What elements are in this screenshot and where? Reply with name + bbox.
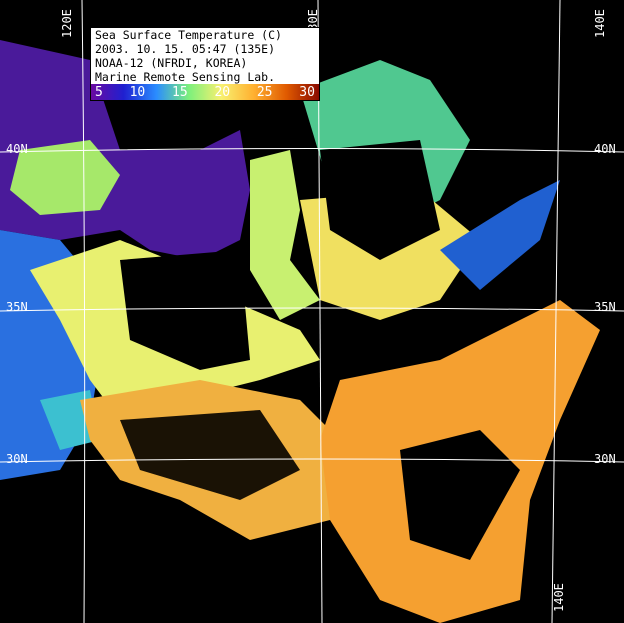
cloud-yellow-sea <box>120 250 250 370</box>
sea-region-korea-west <box>250 150 320 320</box>
lat-label-40n-left: 40N <box>6 142 28 156</box>
lat-label-40n-right: 40N <box>594 142 616 156</box>
legend-satellite: NOAA-12 (NFRDI, KOREA) <box>95 56 248 70</box>
lon-label-140e-bottom: 140E <box>552 583 566 612</box>
legend-lab: Marine Remote Sensing Lab. <box>95 70 276 84</box>
parallel-30n <box>0 458 624 463</box>
sea-region-japan-blue <box>440 180 560 290</box>
cloud-east-china-sea <box>120 410 300 500</box>
cloud-pacific <box>400 430 520 560</box>
legend-title: Sea Surface Temperature (C) <box>95 28 282 42</box>
lat-label-35n-left: 35N <box>6 300 28 314</box>
lon-label-140e-top: 140E <box>593 9 607 38</box>
lon-label-120e-top: 120E <box>60 9 74 38</box>
scale-tick: 10 <box>129 84 146 100</box>
scale-tick: 25 <box>256 84 273 100</box>
color-scale-bar: 5 10 15 20 25 30 <box>91 84 319 100</box>
meridian-130e <box>317 0 323 623</box>
cloud-east-sea <box>320 140 440 260</box>
sea-region-bohai-bay <box>10 140 120 215</box>
legend: Sea Surface Temperature (C) 2003. 10. 15… <box>90 27 320 101</box>
lat-label-30n-right: 30N <box>594 452 616 466</box>
scale-tick: 20 <box>214 84 231 100</box>
meridian-140e <box>551 0 561 623</box>
lat-label-30n-left: 30N <box>6 452 28 466</box>
meridian-120e <box>81 0 86 623</box>
lat-label-35n-right: 35N <box>594 300 616 314</box>
legend-datetime: 2003. 10. 15. 05:47 (135E) <box>95 42 276 56</box>
parallel-40n <box>0 148 624 153</box>
scale-tick: 30 <box>299 84 315 100</box>
scale-tick: 15 <box>172 84 188 100</box>
scale-tick: 5 <box>95 84 103 100</box>
parallel-35n <box>0 307 624 312</box>
